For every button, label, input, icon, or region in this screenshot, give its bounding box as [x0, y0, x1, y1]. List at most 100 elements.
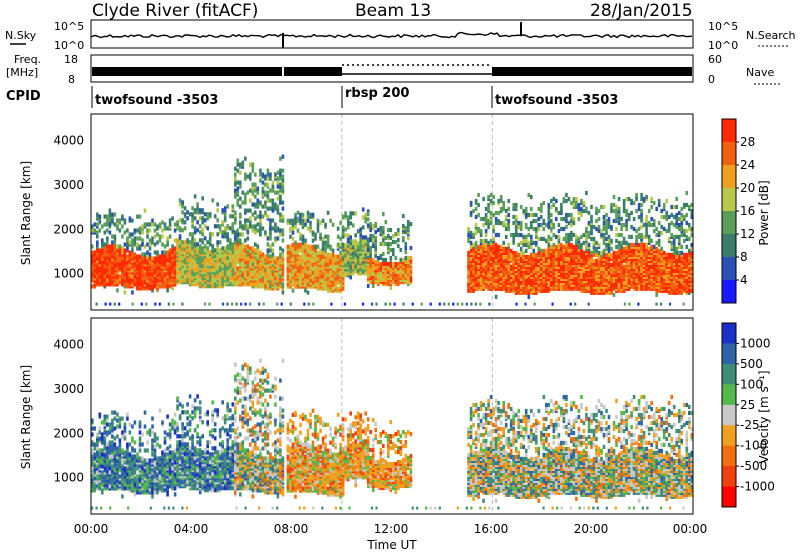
power-cell [492, 242, 495, 247]
power-cell [168, 266, 172, 271]
power-cell [291, 218, 295, 223]
power-cell [595, 206, 598, 212]
power-cell [103, 214, 107, 219]
power-cell [279, 188, 282, 193]
power-cell [527, 192, 531, 198]
power-cell [211, 244, 214, 249]
power-cell [570, 236, 573, 241]
power-cell [605, 242, 608, 247]
power-cell [261, 186, 265, 191]
power-cell [637, 232, 641, 238]
power-cell [615, 250, 618, 255]
power-cell [203, 212, 207, 217]
power-cell [547, 238, 551, 243]
power-cell [361, 215, 365, 220]
power-cell [123, 242, 127, 247]
power-cell [153, 242, 157, 247]
power-cell [404, 226, 408, 231]
power-cell [329, 252, 332, 257]
power-cell [617, 244, 621, 249]
power-cell [264, 204, 267, 209]
power-cell [585, 236, 588, 241]
power-cell [183, 226, 187, 231]
power-cell [106, 240, 109, 245]
power-cell [607, 224, 611, 230]
freq-left-tick-top: 18 [64, 53, 78, 66]
power-cell [289, 244, 292, 249]
power-cell [291, 280, 295, 285]
power-cell [221, 234, 224, 239]
power-cell [575, 200, 578, 206]
power-cell [191, 224, 194, 229]
power-cell [279, 252, 282, 257]
power-cell [254, 182, 257, 187]
power-cell [597, 254, 601, 259]
power-cell [605, 230, 608, 236]
power-cell [630, 234, 633, 239]
power-cell [502, 276, 505, 281]
power-cell [103, 222, 107, 227]
power-cell [482, 216, 485, 222]
power-cell [637, 214, 641, 220]
power-cell [108, 208, 112, 213]
power-cell [545, 264, 548, 269]
power-cell [522, 250, 525, 255]
power-cell [349, 235, 352, 240]
power-cell [517, 232, 520, 238]
power-cell [567, 220, 571, 226]
power-cell [166, 226, 169, 231]
power-cell [482, 238, 485, 243]
power-cell [575, 196, 578, 202]
power-cell [552, 242, 556, 247]
power-cell [585, 270, 588, 275]
power-cell [269, 254, 272, 259]
power-cell [231, 276, 235, 281]
power-cell [550, 222, 553, 228]
power-cell [550, 204, 553, 210]
power-cell [397, 275, 400, 281]
power-cell [168, 262, 172, 267]
power-cell [615, 208, 618, 214]
power-cell [206, 216, 209, 221]
power-cell [617, 240, 621, 245]
power-cell [512, 232, 515, 238]
power-cell [171, 216, 174, 221]
power-cell [218, 252, 222, 257]
power-cell [527, 240, 531, 245]
power-cell [637, 242, 641, 247]
power-cell [331, 248, 335, 253]
power-cell [509, 264, 513, 269]
power-cell [111, 212, 114, 217]
power-cell [294, 240, 297, 245]
power-cell [254, 172, 257, 177]
power-cell [218, 230, 222, 235]
power-cell [387, 228, 390, 233]
power-cell [201, 238, 204, 243]
power-cell [319, 220, 322, 225]
power-cell [489, 192, 493, 198]
power-cell [136, 246, 139, 251]
power-cell [344, 233, 347, 238]
power-cell [552, 232, 556, 238]
power-cell [620, 226, 623, 232]
power-cell [582, 240, 586, 245]
power-cell [306, 218, 310, 223]
power-cell [151, 240, 154, 245]
power-cell [535, 212, 538, 218]
power-cell [487, 218, 490, 224]
power-cell [625, 244, 628, 249]
power-cell [146, 228, 149, 233]
power-cell [148, 238, 152, 243]
power-cell [477, 244, 480, 249]
power-cell [101, 238, 104, 243]
power-cell [206, 240, 209, 245]
power-cell [545, 222, 548, 228]
power-cell [489, 210, 493, 216]
power-cell [499, 252, 503, 257]
power-cell [251, 228, 255, 233]
power-cell [575, 266, 578, 271]
power-cell [622, 208, 626, 214]
power-cell [186, 216, 189, 221]
power-cell [131, 242, 134, 247]
power-cell [512, 220, 515, 226]
